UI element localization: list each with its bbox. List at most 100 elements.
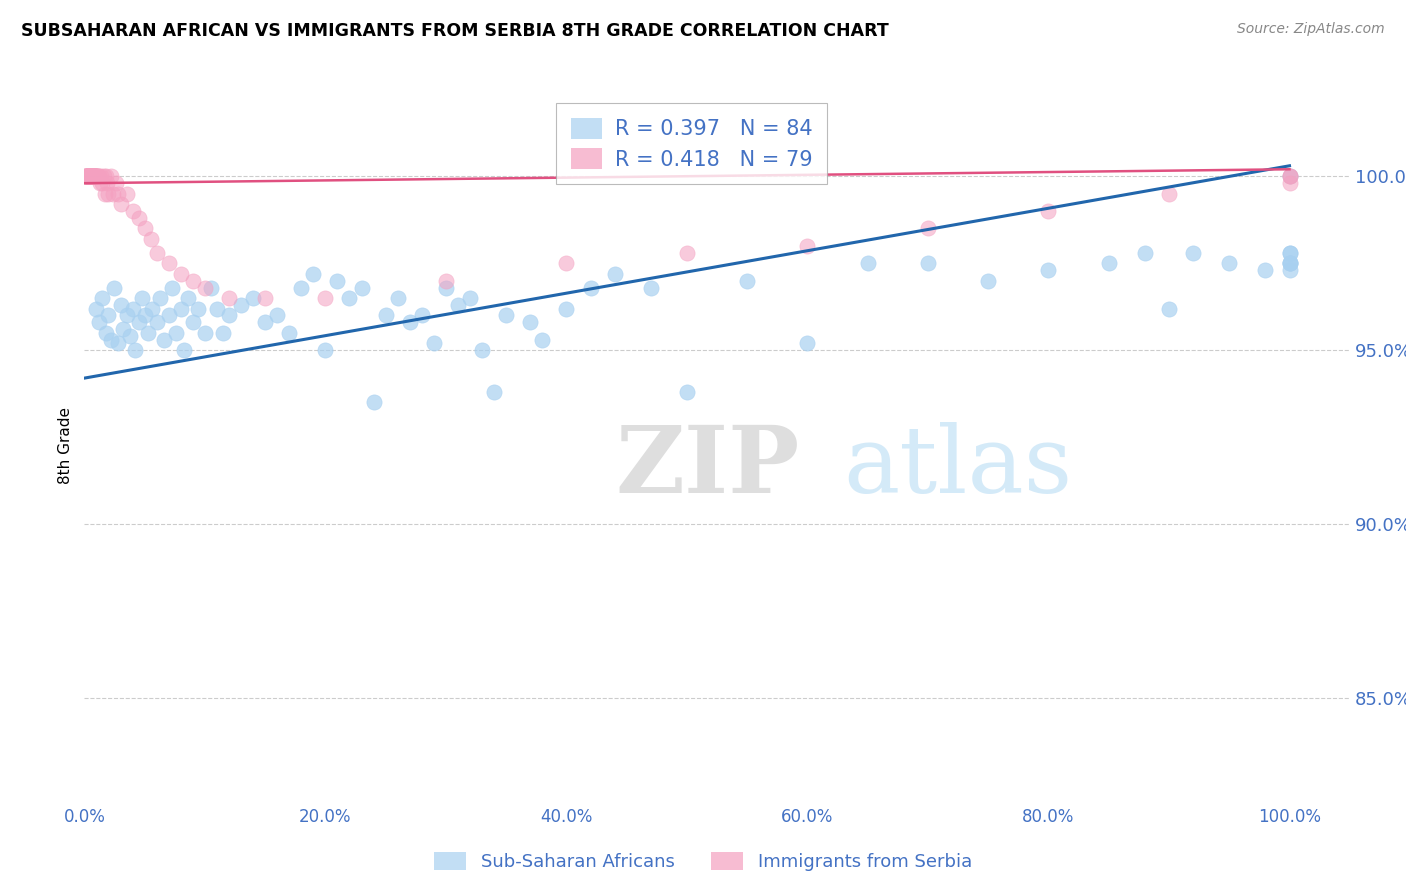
Point xyxy=(82,169,104,184)
Text: SUBSAHARAN AFRICAN VS IMMIGRANTS FROM SERBIA 8TH GRADE CORRELATION CHART: SUBSAHARAN AFRICAN VS IMMIGRANTS FROM SE… xyxy=(21,22,889,40)
Point xyxy=(94,186,117,201)
Point xyxy=(1278,256,1301,270)
Point xyxy=(87,315,110,329)
Point xyxy=(170,301,193,316)
Point xyxy=(482,385,505,400)
Point xyxy=(84,169,107,184)
Point xyxy=(134,309,156,323)
Point xyxy=(1254,263,1277,277)
Point xyxy=(181,274,204,288)
Point xyxy=(77,169,100,184)
Point xyxy=(75,169,97,184)
Legend: R = 0.397   N = 84, R = 0.418   N = 79: R = 0.397 N = 84, R = 0.418 N = 79 xyxy=(557,103,827,184)
Point xyxy=(77,169,100,184)
Point xyxy=(107,336,129,351)
Point xyxy=(495,309,517,323)
Point xyxy=(90,169,112,184)
Point xyxy=(91,176,114,190)
Point xyxy=(131,291,153,305)
Point xyxy=(302,267,325,281)
Point xyxy=(1038,204,1060,219)
Point xyxy=(124,343,146,358)
Point xyxy=(205,301,228,316)
Point xyxy=(82,169,104,184)
Point xyxy=(121,301,143,316)
Point xyxy=(1038,263,1060,277)
Point xyxy=(363,395,385,409)
Point xyxy=(97,309,120,323)
Point xyxy=(86,169,108,184)
Point xyxy=(103,186,125,201)
Point xyxy=(194,280,217,294)
Point xyxy=(1157,186,1180,201)
Point xyxy=(218,291,240,305)
Y-axis label: 8th Grade: 8th Grade xyxy=(58,408,73,484)
Point xyxy=(531,333,554,347)
Point xyxy=(447,298,470,312)
Point xyxy=(76,169,98,184)
Legend: Sub-Saharan Africans, Immigrants from Serbia: Sub-Saharan Africans, Immigrants from Se… xyxy=(426,845,980,879)
Point xyxy=(120,329,142,343)
Point xyxy=(1218,256,1240,270)
Point xyxy=(254,291,277,305)
Point xyxy=(121,204,143,219)
Point xyxy=(136,326,159,340)
Point xyxy=(603,267,626,281)
Point xyxy=(290,280,312,294)
Point xyxy=(80,169,103,184)
Point xyxy=(398,315,420,329)
Point xyxy=(326,274,349,288)
Point xyxy=(87,169,110,184)
Point xyxy=(1278,263,1301,277)
Point xyxy=(145,245,167,260)
Point xyxy=(134,221,156,235)
Point xyxy=(75,169,97,184)
Point xyxy=(1278,245,1301,260)
Point xyxy=(676,385,699,400)
Point xyxy=(194,326,217,340)
Point xyxy=(111,322,134,336)
Point xyxy=(86,169,108,184)
Point xyxy=(110,197,132,211)
Point xyxy=(242,291,264,305)
Point xyxy=(374,309,396,323)
Point xyxy=(471,343,494,358)
Point xyxy=(187,301,209,316)
Point xyxy=(141,301,163,316)
Point xyxy=(434,274,457,288)
Point xyxy=(153,333,176,347)
Point xyxy=(80,169,103,184)
Point xyxy=(796,239,818,253)
Point xyxy=(917,221,939,235)
Point xyxy=(79,169,101,184)
Point xyxy=(170,267,193,281)
Point xyxy=(89,176,111,190)
Point xyxy=(86,301,108,316)
Point xyxy=(75,169,97,184)
Point xyxy=(84,169,107,184)
Point xyxy=(1098,256,1121,270)
Point xyxy=(1278,245,1301,260)
Point xyxy=(350,280,373,294)
Point xyxy=(1157,301,1180,316)
Point xyxy=(339,291,361,305)
Point xyxy=(145,315,167,329)
Point xyxy=(157,309,180,323)
Point xyxy=(77,169,100,184)
Point xyxy=(77,169,100,184)
Point xyxy=(128,211,150,225)
Point xyxy=(519,315,541,329)
Point xyxy=(94,169,117,184)
Point xyxy=(796,336,818,351)
Point xyxy=(79,169,101,184)
Point xyxy=(177,291,200,305)
Point xyxy=(434,280,457,294)
Point xyxy=(423,336,446,351)
Point xyxy=(75,169,97,184)
Point xyxy=(76,169,98,184)
Point xyxy=(82,169,104,184)
Point xyxy=(83,169,105,184)
Point xyxy=(162,280,184,294)
Point xyxy=(103,280,125,294)
Point xyxy=(94,326,117,340)
